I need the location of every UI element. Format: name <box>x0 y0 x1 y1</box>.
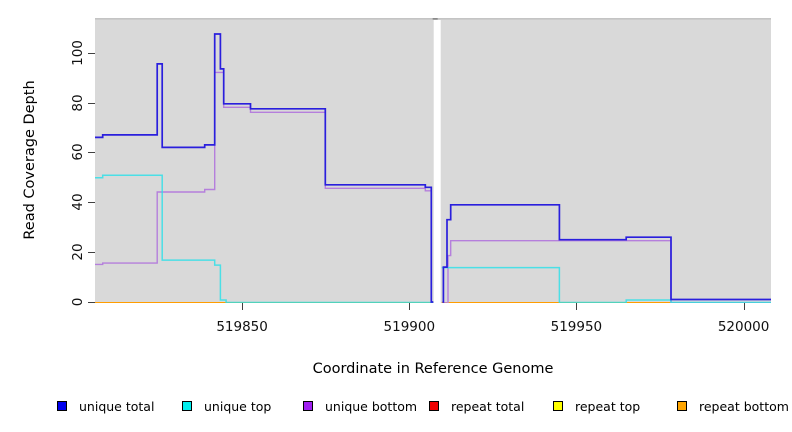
x-tick-mark <box>242 303 244 310</box>
y-tick-mark <box>88 52 95 54</box>
x-tick-label: 519950 <box>550 319 603 335</box>
series-line-unique-total <box>442 203 771 303</box>
y-axis-label: Read Coverage Depth <box>22 80 38 240</box>
x-tick-mark <box>576 303 578 310</box>
x-tick-label: 519900 <box>383 319 436 335</box>
y-tick-label: 100 <box>70 39 86 66</box>
legend-item-repeat-total: repeat total <box>429 398 525 414</box>
y-tick-mark <box>88 252 95 254</box>
legend-item-unique-bottom: unique bottom <box>303 398 418 414</box>
y-tick-label: 60 <box>70 143 86 161</box>
x-axis-label: Coordinate in Reference Genome <box>312 361 554 377</box>
x-tick-label: 520000 <box>717 319 770 335</box>
series-line-unique-top <box>441 266 771 303</box>
repeat-total-swatch-icon <box>429 401 439 411</box>
repeat-bottom-swatch-icon <box>677 401 687 411</box>
y-tick-label: 20 <box>70 243 86 261</box>
y-tick-mark <box>88 102 95 104</box>
legend-item-unique-top: unique top <box>182 398 272 414</box>
legend-item-repeat-top: repeat top <box>553 398 641 414</box>
x-tick-mark <box>743 303 745 310</box>
x-tick-label: 519850 <box>216 319 268 335</box>
legend-label: repeat top <box>575 398 641 414</box>
y-tick-label: 80 <box>70 93 86 112</box>
y-tick-label: 0 <box>70 297 86 307</box>
unique-total-swatch-icon <box>57 401 67 411</box>
unique-top-swatch-icon <box>182 401 192 411</box>
plot-canvas <box>95 18 771 303</box>
series-line-unique-bottom <box>95 71 434 303</box>
series-line-unique-top <box>95 174 434 303</box>
y-tick-mark <box>88 302 95 303</box>
legend-item-repeat-bottom: repeat bottom <box>677 398 789 414</box>
unique-bottom-swatch-icon <box>303 401 313 411</box>
series-line-unique-bottom <box>442 240 771 303</box>
plot-area <box>95 18 771 303</box>
legend-label: repeat total <box>451 398 525 414</box>
legend-label: unique total <box>79 398 155 414</box>
repeat-top-swatch-icon <box>553 401 563 411</box>
series-line-unique-total <box>95 33 434 303</box>
x-tick-mark <box>409 303 411 310</box>
y-tick-label: 40 <box>70 193 86 211</box>
y-tick-mark <box>88 202 95 204</box>
coverage-gap <box>433 20 441 303</box>
legend-item-unique-total: unique total <box>57 398 155 414</box>
legend-label: unique top <box>204 398 272 414</box>
legend-label: repeat bottom <box>699 398 789 414</box>
legend-label: unique bottom <box>325 398 418 414</box>
y-tick-mark <box>88 152 95 154</box>
